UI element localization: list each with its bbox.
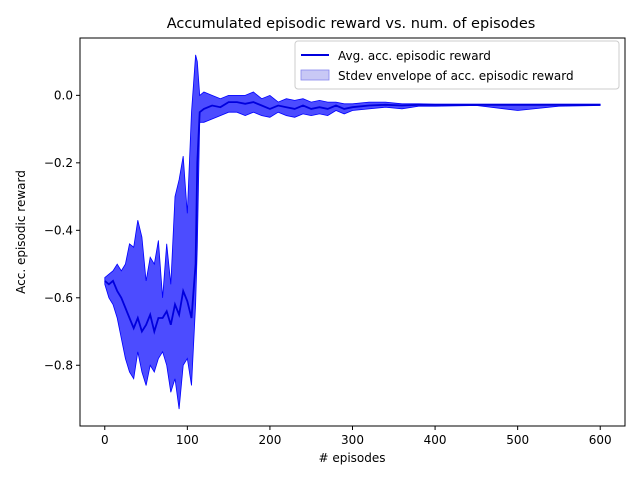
x-tick-label: 300: [341, 433, 364, 447]
x-tick-label: 100: [176, 433, 199, 447]
x-tick-label: 0: [101, 433, 109, 447]
x-axis-label: # episodes: [318, 451, 385, 465]
plot-area: [104, 54, 601, 410]
y-axis-label: Acc. episodic reward: [14, 170, 28, 294]
ticks: 0 100 200 300 400 500 600 −0.8 −0.6 −0.4 −0.2 0.0: [44, 88, 612, 447]
y-tick-label: −0.2: [44, 156, 73, 170]
legend-band-swatch: [300, 69, 330, 81]
legend: Avg. acc. episodic reward Stdev envelope…: [294, 40, 620, 90]
avg-reward-line: [104, 101, 601, 335]
x-tick-label: 500: [506, 433, 529, 447]
x-tick-label: 200: [258, 433, 281, 447]
x-tick-label: 600: [589, 433, 612, 447]
chart-title: Accumulated episodic reward vs. num. of …: [167, 16, 536, 32]
legend-label-stdev: Stdev envelope of acc. episodic reward: [338, 69, 574, 83]
x-tick-label: 400: [424, 433, 447, 447]
y-tick-label: −0.4: [44, 223, 73, 237]
legend-box: [294, 40, 620, 90]
y-tick-label: −0.8: [44, 358, 73, 372]
y-tick-label: −0.6: [44, 291, 73, 305]
legend-label-avg: Avg. acc. episodic reward: [338, 49, 491, 63]
y-tick-label: 0.0: [54, 88, 73, 102]
